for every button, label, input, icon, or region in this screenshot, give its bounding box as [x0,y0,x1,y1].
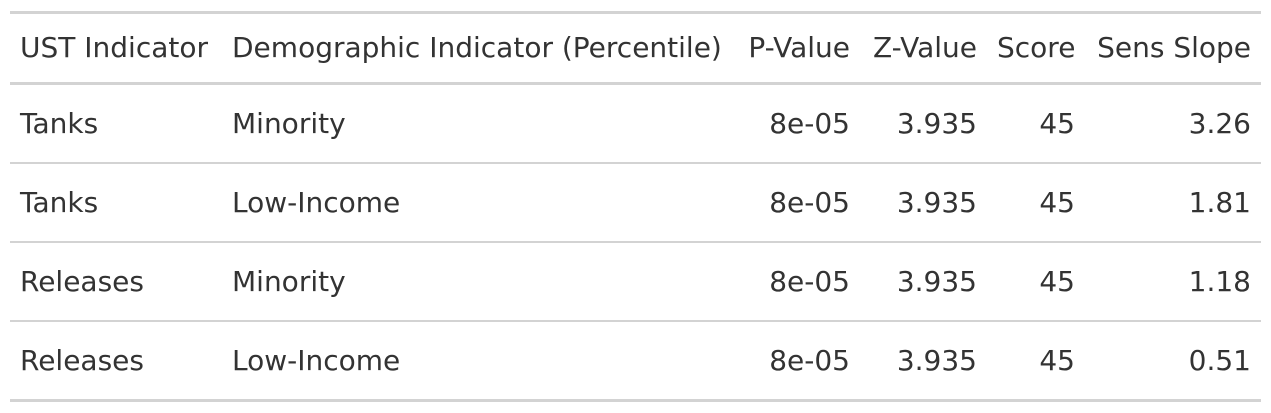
cell-score: 45 [1039,343,1075,377]
header-p-value: P-Value [748,31,850,64]
cell-p-value: 8e-05 [769,106,850,140]
table-header: UST Indicator Demographic Indicator (Per… [10,12,1261,84]
cell-sens-slope: 3.26 [1188,106,1251,140]
header-row: UST Indicator Demographic Indicator (Per… [10,12,1261,84]
cell-demographic-indicator: Minority [232,264,346,298]
table-row: Releases Low-Income 8e-05 3.935 45 0.51 [10,321,1261,401]
cell-p-value: 8e-05 [769,343,850,377]
table-row: Tanks Minority 8e-05 3.935 45 3.26 [10,84,1261,163]
results-table: UST Indicator Demographic Indicator (Per… [10,11,1261,402]
header-demographic-indicator: Demographic Indicator (Percentile) [232,31,722,64]
cell-score: 45 [1039,106,1075,140]
cell-ust-indicator: Tanks [20,106,99,140]
table-row: Tanks Low-Income 8e-05 3.935 45 1.81 [10,163,1261,242]
cell-p-value: 8e-05 [769,185,850,219]
table-row: Releases Minority 8e-05 3.935 45 1.18 [10,242,1261,321]
cell-ust-indicator: Tanks [20,185,99,219]
header-sens-slope: Sens Slope [1097,31,1251,64]
cell-p-value: 8e-05 [769,264,850,298]
cell-score: 45 [1039,264,1075,298]
results-table-container: UST Indicator Demographic Indicator (Per… [10,11,1261,402]
cell-sens-slope: 1.81 [1188,185,1251,219]
cell-sens-slope: 0.51 [1188,343,1251,377]
cell-demographic-indicator: Low-Income [232,343,401,377]
cell-z-value: 3.935 [896,343,977,377]
table-body: Tanks Minority 8e-05 3.935 45 3.26 Tanks… [10,84,1261,401]
cell-demographic-indicator: Minority [232,106,346,140]
header-score: Score [997,31,1076,64]
cell-sens-slope: 1.18 [1188,264,1251,298]
cell-demographic-indicator: Low-Income [232,185,401,219]
cell-z-value: 3.935 [896,264,977,298]
cell-z-value: 3.935 [896,185,977,219]
cell-ust-indicator: Releases [20,264,144,298]
cell-score: 45 [1039,185,1075,219]
header-z-value: Z-Value [872,31,977,64]
cell-ust-indicator: Releases [20,343,144,377]
cell-z-value: 3.935 [896,106,977,140]
header-ust-indicator: UST Indicator [20,31,209,64]
